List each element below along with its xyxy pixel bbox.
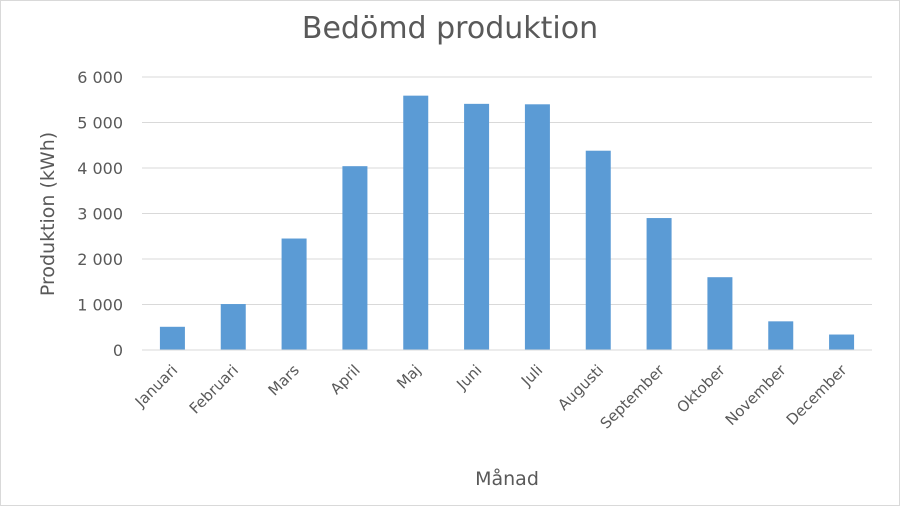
bar-juni — [464, 103, 490, 350]
x-tick-label: September — [597, 361, 669, 433]
y-tick-label: 6 000 — [77, 68, 123, 87]
bar-oktober — [707, 277, 733, 350]
y-axis-title: Produktion (kWh) — [37, 132, 59, 296]
x-tick-label: December — [783, 361, 851, 429]
bar-januari — [159, 326, 185, 350]
x-tick-label: Mars — [265, 361, 303, 399]
y-tick-label: 5 000 — [77, 114, 123, 133]
x-tick-label: Juni — [452, 361, 485, 394]
y-tick-labels: 0 1 000 2 000 3 000 4 000 5 000 6 000 — [77, 68, 123, 360]
x-axis-title: Månad — [475, 467, 539, 490]
x-tick-labels: Januari Februari Mars April Maj Juni Juli Augus… — [131, 361, 851, 433]
x-tick-label: Januari — [131, 361, 181, 411]
y-tick-label: 2 000 — [77, 250, 123, 269]
bars — [159, 95, 855, 350]
x-tick-label: April — [327, 361, 364, 398]
bar-september — [646, 218, 672, 350]
y-tick-label: 0 — [113, 341, 123, 360]
gridlines — [142, 76, 872, 305]
bar-februari — [220, 304, 246, 350]
bar-december — [829, 334, 855, 350]
y-tick-label: 1 000 — [77, 296, 123, 315]
bar-april — [342, 166, 368, 350]
x-tick-label: Maj — [393, 361, 424, 392]
bar-juli — [524, 104, 550, 350]
x-tick-label: Augusti — [554, 361, 607, 414]
bar-mars — [281, 238, 307, 350]
x-tick-label: November — [722, 361, 790, 429]
x-tick-label: Februari — [186, 361, 242, 417]
x-tick-label: Oktober — [673, 361, 729, 417]
chart-title: Bedömd produktion — [302, 11, 598, 46]
bar-november — [768, 321, 794, 350]
x-tick-label: Juli — [517, 361, 546, 390]
y-tick-label: 3 000 — [77, 205, 123, 224]
y-tick-label: 4 000 — [77, 159, 123, 178]
bar-maj — [403, 95, 429, 350]
bar-augusti — [585, 150, 611, 350]
